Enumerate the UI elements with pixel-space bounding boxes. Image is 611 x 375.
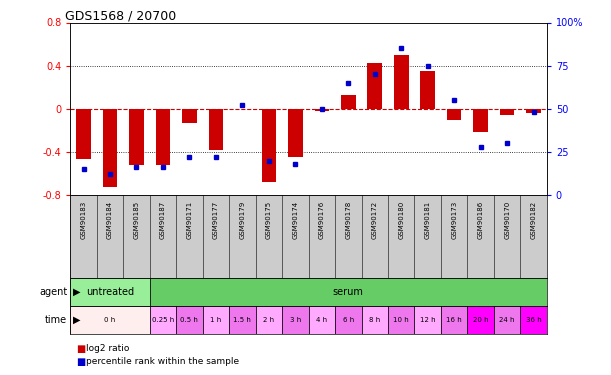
Text: GSM90180: GSM90180 bbox=[398, 201, 404, 239]
Text: GSM90174: GSM90174 bbox=[292, 201, 298, 239]
Text: 8 h: 8 h bbox=[369, 316, 381, 322]
Text: GSM90187: GSM90187 bbox=[160, 201, 166, 239]
Bar bbox=[341, 95, 356, 109]
Bar bbox=[367, 63, 382, 109]
Text: ▶: ▶ bbox=[73, 286, 81, 297]
Text: 6 h: 6 h bbox=[343, 316, 354, 322]
Bar bbox=[474, 109, 488, 132]
Bar bbox=[255, 306, 282, 334]
Bar bbox=[526, 109, 541, 113]
Bar bbox=[467, 306, 494, 334]
Text: 0 h: 0 h bbox=[104, 316, 115, 322]
Text: GSM90175: GSM90175 bbox=[266, 201, 272, 239]
Text: 1 h: 1 h bbox=[210, 316, 222, 322]
Bar bbox=[182, 109, 197, 123]
Bar bbox=[441, 306, 467, 334]
Bar bbox=[394, 55, 409, 109]
Bar bbox=[70, 306, 150, 334]
Text: untreated: untreated bbox=[86, 286, 134, 297]
Text: GSM90186: GSM90186 bbox=[478, 201, 484, 239]
Bar bbox=[388, 306, 414, 334]
Bar bbox=[500, 109, 514, 115]
Text: 4 h: 4 h bbox=[316, 316, 327, 322]
Bar bbox=[150, 306, 176, 334]
Bar bbox=[76, 109, 91, 159]
Bar bbox=[420, 71, 435, 109]
Bar bbox=[262, 109, 276, 182]
Text: log2 ratio: log2 ratio bbox=[86, 344, 129, 353]
Bar bbox=[521, 306, 547, 334]
Text: GSM90173: GSM90173 bbox=[451, 201, 457, 239]
Text: ■: ■ bbox=[76, 344, 86, 354]
Text: percentile rank within the sample: percentile rank within the sample bbox=[86, 357, 239, 366]
Bar bbox=[203, 306, 229, 334]
Text: GSM90171: GSM90171 bbox=[186, 201, 192, 239]
Bar bbox=[282, 306, 309, 334]
Bar bbox=[129, 109, 144, 165]
Bar bbox=[150, 278, 547, 306]
Text: 16 h: 16 h bbox=[446, 316, 462, 322]
Text: GSM90184: GSM90184 bbox=[107, 201, 113, 239]
Text: 2 h: 2 h bbox=[263, 316, 274, 322]
Text: GDS1568 / 20700: GDS1568 / 20700 bbox=[65, 9, 177, 22]
Text: 1.5 h: 1.5 h bbox=[233, 316, 251, 322]
Text: GSM90179: GSM90179 bbox=[240, 201, 246, 239]
Text: ▶: ▶ bbox=[73, 315, 81, 325]
Text: 24 h: 24 h bbox=[499, 316, 515, 322]
Text: GSM90182: GSM90182 bbox=[530, 201, 536, 239]
Bar bbox=[103, 109, 117, 188]
Text: 36 h: 36 h bbox=[525, 316, 541, 322]
Bar bbox=[229, 306, 255, 334]
Bar bbox=[288, 109, 302, 157]
Text: 0.5 h: 0.5 h bbox=[180, 316, 199, 322]
Text: GSM90178: GSM90178 bbox=[345, 201, 351, 239]
Text: agent: agent bbox=[39, 286, 67, 297]
Bar bbox=[362, 306, 388, 334]
Text: GSM90185: GSM90185 bbox=[133, 201, 139, 239]
Text: GSM90177: GSM90177 bbox=[213, 201, 219, 239]
Text: GSM90183: GSM90183 bbox=[81, 201, 87, 239]
Bar bbox=[494, 306, 521, 334]
Bar bbox=[309, 306, 335, 334]
Bar bbox=[414, 306, 441, 334]
Bar bbox=[176, 306, 203, 334]
Bar bbox=[335, 306, 362, 334]
Text: 3 h: 3 h bbox=[290, 316, 301, 322]
Text: GSM90176: GSM90176 bbox=[319, 201, 325, 239]
Bar bbox=[70, 278, 150, 306]
Text: GSM90170: GSM90170 bbox=[504, 201, 510, 239]
Bar bbox=[447, 109, 461, 120]
Bar bbox=[156, 109, 170, 165]
Text: 10 h: 10 h bbox=[393, 316, 409, 322]
Text: GSM90181: GSM90181 bbox=[425, 201, 431, 239]
Text: serum: serum bbox=[333, 286, 364, 297]
Text: 20 h: 20 h bbox=[473, 316, 488, 322]
Text: 0.25 h: 0.25 h bbox=[152, 316, 174, 322]
Text: 12 h: 12 h bbox=[420, 316, 436, 322]
Text: GSM90172: GSM90172 bbox=[371, 201, 378, 239]
Text: time: time bbox=[45, 315, 67, 325]
Bar bbox=[208, 109, 223, 150]
Text: ■: ■ bbox=[76, 357, 86, 367]
Bar bbox=[315, 109, 329, 111]
